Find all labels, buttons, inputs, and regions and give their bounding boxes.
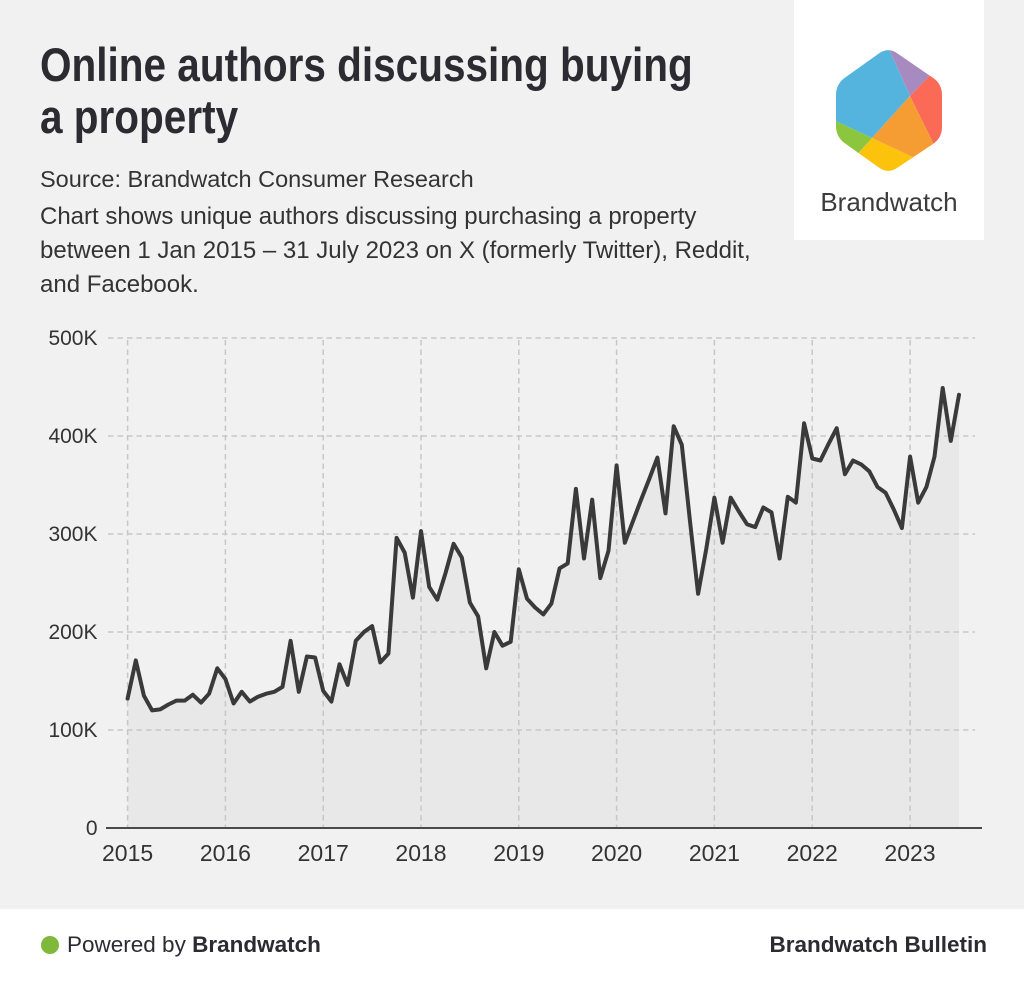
svg-text:100K: 100K bbox=[48, 719, 97, 742]
svg-text:2016: 2016 bbox=[200, 840, 251, 866]
svg-text:2015: 2015 bbox=[102, 840, 153, 866]
svg-text:400K: 400K bbox=[48, 425, 97, 448]
svg-text:2023: 2023 bbox=[884, 840, 935, 866]
svg-text:2021: 2021 bbox=[689, 840, 740, 866]
svg-text:0: 0 bbox=[86, 817, 98, 840]
svg-text:2017: 2017 bbox=[298, 840, 349, 866]
svg-text:500K: 500K bbox=[48, 327, 97, 350]
svg-text:2019: 2019 bbox=[493, 840, 544, 866]
svg-text:300K: 300K bbox=[48, 523, 97, 546]
svg-text:2018: 2018 bbox=[395, 840, 446, 866]
svg-text:200K: 200K bbox=[48, 621, 97, 644]
svg-text:2022: 2022 bbox=[787, 840, 838, 866]
svg-text:2020: 2020 bbox=[591, 840, 642, 866]
